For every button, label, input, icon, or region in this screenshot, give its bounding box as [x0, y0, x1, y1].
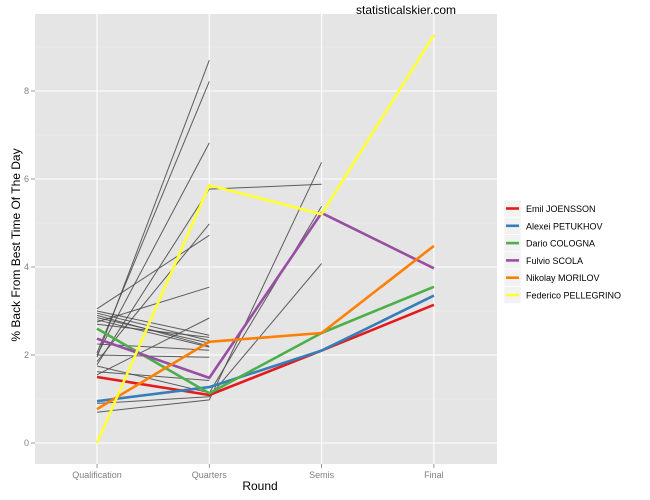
x-tick-label: Final — [424, 470, 444, 480]
legend-label: Emil JOENSSON — [526, 204, 596, 214]
background-series-line — [96, 81, 210, 353]
background-series-line — [96, 162, 323, 413]
y-axis-title: % Back From Best Time Of The Day — [9, 148, 23, 341]
y-axis: 0 2 4 6 8 — [24, 86, 35, 448]
background-series-line — [96, 319, 210, 348]
background-series-line — [96, 354, 210, 358]
x-tick-label: Qualification — [72, 470, 122, 480]
x-axis-title: Round — [242, 479, 277, 493]
plot-panel — [35, 14, 497, 464]
x-tick-label: Quarters — [192, 470, 228, 480]
legend-label: Fulvio SCOLA — [526, 256, 583, 266]
legend-label: Federico PELLEGRINO — [526, 291, 621, 301]
legend: Emil JOENSSON Alexei PETUKHOV Dario COLOGN… — [503, 199, 621, 304]
series-line — [96, 244, 435, 411]
legend-item: Fulvio SCOLA — [503, 251, 583, 270]
series-line — [96, 294, 435, 403]
background-series-line — [96, 310, 210, 336]
background-series-line — [96, 183, 322, 365]
background-series-line — [96, 312, 210, 341]
major-gridlines — [35, 14, 497, 464]
legend-item: Dario COLOGNA — [503, 234, 595, 252]
y-tick-label: 2 — [24, 350, 29, 360]
x-tick-label: Semis — [309, 470, 335, 480]
y-tick-label: 4 — [24, 262, 29, 272]
series-line — [96, 303, 435, 397]
series-line — [95, 34, 436, 444]
series-line — [96, 211, 435, 380]
background-series-line — [96, 234, 210, 310]
y-tick-label: 8 — [24, 86, 29, 96]
highlight-series-lines — [95, 34, 436, 444]
series-line — [96, 285, 435, 395]
background-series-line — [96, 263, 322, 404]
legend-label: Alexei PETUKHOV — [526, 221, 603, 231]
legend-item: Alexei PETUKHOV — [503, 217, 603, 235]
annotation-text: statisticalskier.com — [356, 3, 456, 17]
y-tick-label: 6 — [24, 174, 29, 184]
background-series-line — [96, 317, 210, 376]
background-series-line — [96, 323, 210, 338]
legend-item: Federico PELLEGRINO — [503, 286, 621, 304]
legend-label: Nikolay MORILOV — [526, 273, 600, 283]
legend-item: Nikolay MORILOV — [503, 268, 600, 287]
legend-item: Emil JOENSSON — [503, 199, 596, 218]
legend-label: Dario COLOGNA — [526, 239, 595, 249]
x-axis: Qualification Quarters Semis Final — [72, 464, 444, 480]
background-series-line — [96, 286, 210, 323]
y-tick-label: 0 — [24, 438, 29, 448]
background-series-line — [96, 142, 210, 356]
